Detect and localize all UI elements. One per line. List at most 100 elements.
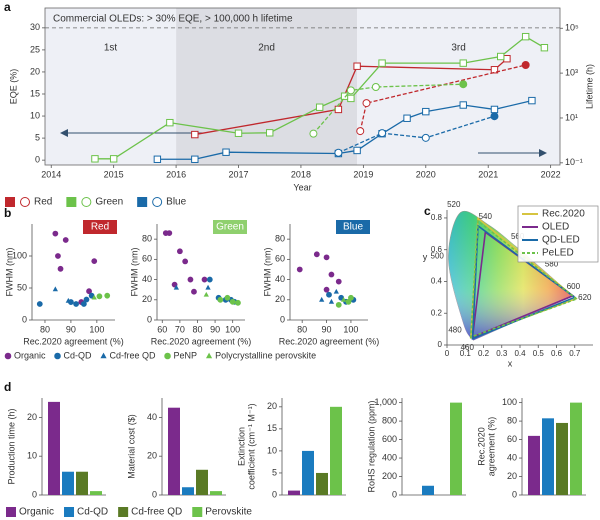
x-axis-title: Rec.2020 agreement (%) — [151, 336, 252, 346]
bar — [76, 471, 88, 495]
axis-title: Extinction — [236, 427, 246, 466]
y-tick-label: 50 — [17, 282, 27, 292]
wavelength-label: 600 — [567, 282, 581, 291]
marker — [205, 284, 211, 290]
marker — [422, 107, 430, 116]
bar — [302, 450, 314, 495]
axis-title: FWHM (nm) — [4, 248, 14, 297]
series-line — [338, 115, 495, 154]
y-tick-label: 0 — [35, 155, 40, 165]
chart-title: Green — [216, 222, 244, 233]
y-tick-label: 40 — [147, 412, 157, 422]
marker — [52, 230, 59, 237]
x-tick-label: 100 — [225, 324, 240, 334]
wavelength-label: 500 — [431, 252, 445, 261]
y-tick-label: 600 — [382, 434, 397, 444]
x-tick-label: 2014 — [41, 169, 61, 179]
x-tick-label: 0.7 — [569, 349, 581, 358]
y-tick-label: 60 — [142, 254, 152, 264]
bar — [316, 472, 328, 495]
panel-label: b — [4, 206, 11, 220]
legend-label: Green — [95, 197, 123, 208]
marker — [191, 155, 199, 163]
marker — [86, 288, 92, 295]
legend-swatch — [192, 507, 203, 517]
panel-label: d — [4, 380, 11, 394]
x-tick-label: 2021 — [478, 169, 498, 179]
legend-label: OLED — [542, 222, 569, 233]
legend-label: Rec.2020 — [542, 209, 585, 220]
y-tick-label: 25 — [30, 44, 40, 54]
bar — [330, 406, 342, 495]
marker — [152, 197, 163, 207]
bar — [62, 471, 74, 495]
x-tick-label: 0.2 — [478, 349, 490, 358]
marker — [201, 276, 208, 283]
legend-swatch — [5, 197, 15, 207]
marker — [222, 148, 230, 156]
marker — [80, 301, 87, 307]
panel-label: c — [424, 204, 431, 218]
marker — [83, 296, 90, 303]
wavelength-label: 540 — [479, 212, 493, 221]
axis-title: agreement (%) — [486, 417, 496, 477]
x-tick-label: 2022 — [541, 169, 561, 179]
bar — [422, 485, 434, 495]
marker — [319, 296, 325, 302]
axis-title: Production time (h) — [6, 408, 16, 484]
marker — [224, 294, 231, 301]
legend-swatch — [137, 197, 148, 207]
y-tick-label: 5 — [272, 467, 277, 477]
marker — [52, 286, 58, 292]
bar — [570, 402, 582, 495]
marker — [378, 59, 386, 67]
legend-label: Blue — [166, 197, 186, 208]
marker — [335, 301, 342, 308]
era-label: 2nd — [258, 43, 275, 54]
legend-label: Cd-free QD — [110, 350, 157, 360]
marker — [490, 112, 499, 121]
marker — [528, 96, 536, 105]
plot-frame — [44, 7, 561, 166]
legend-swatch — [6, 507, 16, 517]
y-tick-label: 0.8 — [431, 213, 443, 222]
marker — [503, 55, 511, 63]
wavelength-label: 580 — [545, 259, 559, 268]
x-tick-label: 2018 — [291, 169, 311, 179]
marker — [203, 291, 209, 297]
chart-title: Blue — [343, 222, 363, 233]
marker — [164, 352, 171, 360]
x-tick-label: 80 — [297, 324, 307, 334]
marker — [100, 352, 107, 359]
legend-label: QD-LED — [542, 235, 580, 246]
legend-box — [517, 205, 599, 263]
marker — [109, 155, 118, 163]
x-tick-label: 0.3 — [496, 349, 508, 358]
marker — [521, 32, 530, 41]
marker — [496, 52, 505, 61]
legend-swatch — [66, 197, 77, 207]
marker — [353, 62, 361, 70]
marker — [229, 298, 236, 305]
marker — [54, 352, 61, 360]
y2-tick-label: 10⁻¹ — [565, 157, 583, 167]
legend-label: Red — [34, 197, 52, 208]
marker — [313, 251, 320, 258]
title-box — [213, 220, 247, 234]
marker — [176, 248, 183, 255]
marker — [315, 103, 324, 111]
marker — [490, 66, 499, 74]
panel-label: a — [4, 0, 11, 14]
marker — [96, 293, 103, 300]
marker — [81, 197, 92, 207]
marker — [187, 276, 194, 283]
y-tick-label: 1,000 — [374, 397, 397, 407]
y-tick-label: 0 — [280, 314, 285, 324]
wavelength-label: 460 — [461, 343, 475, 352]
marker — [333, 288, 339, 294]
y-tick-label: 40 — [507, 452, 517, 462]
y2-tick-label: 10¹ — [565, 112, 578, 122]
y-tick-label: 0.4 — [431, 277, 443, 286]
marker — [335, 278, 342, 285]
axis-title: Lifetime (h) — [584, 64, 594, 109]
